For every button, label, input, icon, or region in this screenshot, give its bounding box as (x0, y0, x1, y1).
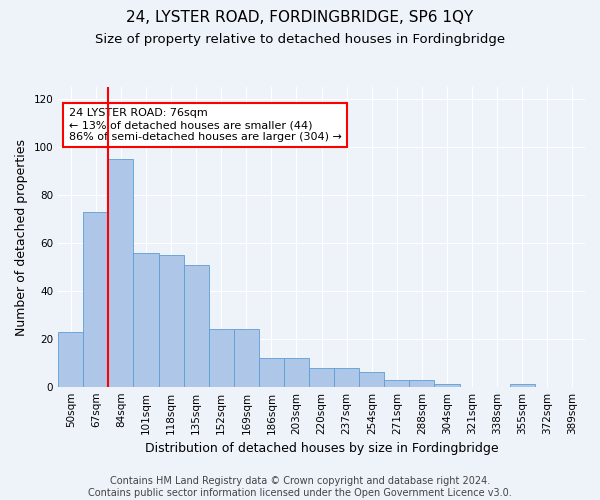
Bar (359, 372, 385, 386)
Bar (209, 329, 234, 386)
Y-axis label: Number of detached properties: Number of detached properties (15, 138, 28, 336)
Bar (259, 358, 284, 386)
Bar (510, 384, 535, 386)
Bar (158, 255, 184, 386)
Bar (309, 368, 334, 386)
Text: Size of property relative to detached houses in Fordingbridge: Size of property relative to detached ho… (95, 32, 505, 46)
Bar (184, 264, 209, 386)
Bar (409, 380, 434, 386)
Bar (284, 358, 309, 386)
Text: 24 LYSTER ROAD: 76sqm
← 13% of detached houses are smaller (44)
86% of semi-deta: 24 LYSTER ROAD: 76sqm ← 13% of detached … (69, 108, 341, 142)
X-axis label: Distribution of detached houses by size in Fordingbridge: Distribution of detached houses by size … (145, 442, 499, 455)
Bar (58, 332, 83, 386)
Bar (334, 368, 359, 386)
Bar (109, 160, 133, 386)
Bar (234, 329, 259, 386)
Bar (385, 380, 409, 386)
Text: 24, LYSTER ROAD, FORDINGBRIDGE, SP6 1QY: 24, LYSTER ROAD, FORDINGBRIDGE, SP6 1QY (127, 10, 473, 25)
Bar (434, 384, 460, 386)
Bar (83, 212, 109, 386)
Text: Contains HM Land Registry data © Crown copyright and database right 2024.
Contai: Contains HM Land Registry data © Crown c… (88, 476, 512, 498)
Bar (133, 252, 158, 386)
